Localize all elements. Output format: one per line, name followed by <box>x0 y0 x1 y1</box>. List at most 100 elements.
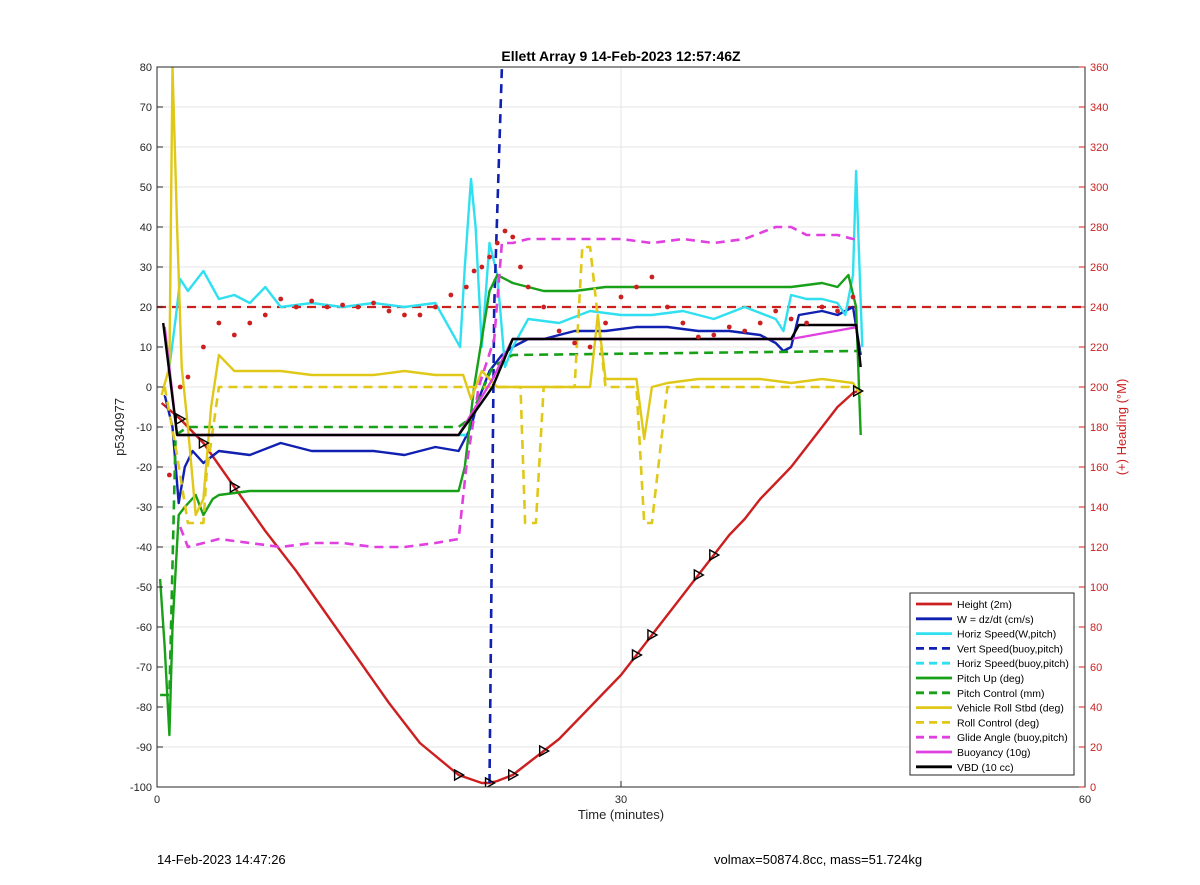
y-tick-label-left: 40 <box>140 222 152 234</box>
y-tick-label-left: -80 <box>136 702 152 714</box>
legend-label-0: Height (2m) <box>957 599 1012 611</box>
heading-point <box>556 328 562 334</box>
heading-point <box>788 316 794 322</box>
heading-point <box>804 320 809 326</box>
y-tick-label-left: -90 <box>136 742 152 754</box>
height-marker <box>453 768 466 782</box>
y-tick-label-right: 320 <box>1090 142 1108 154</box>
heading-point <box>247 320 253 326</box>
series-line-5 <box>158 273 862 737</box>
y-tick-label-left: 70 <box>140 102 152 114</box>
height-marker <box>198 436 210 450</box>
y-tick-label-right: 220 <box>1090 342 1108 354</box>
y-tick-label-right: 100 <box>1090 582 1108 594</box>
series-line-0 <box>160 389 859 785</box>
y-tick-label-right: 340 <box>1090 102 1108 114</box>
heading-point <box>262 312 268 318</box>
series-line-8 <box>163 245 853 525</box>
heading-point <box>757 320 763 326</box>
footer-timestamp: 14-Feb-2023 14:47:26 <box>157 852 286 867</box>
heading-point <box>417 312 423 318</box>
heading-point <box>773 308 779 314</box>
heading-point <box>618 294 624 300</box>
height-marker <box>538 744 551 758</box>
heading-point <box>518 264 523 270</box>
y-tick-label-right: 60 <box>1090 662 1102 674</box>
heading-point <box>448 292 454 298</box>
legend-label-1: W = dz/dt (cm/s) <box>957 614 1034 626</box>
y-tick-label-right: 120 <box>1090 542 1108 554</box>
heading-point <box>695 334 701 340</box>
x-axis-label: Time (minutes) <box>578 807 664 822</box>
heading-point <box>502 228 508 234</box>
legend-label-4: Horiz Speed(buoy,pitch) <box>957 658 1069 670</box>
heading-point <box>726 324 732 330</box>
y-tick-label-left: 80 <box>140 62 152 74</box>
heading-point <box>479 264 485 270</box>
heading-point <box>525 284 531 290</box>
heading-point <box>819 304 825 310</box>
x-tick-label: 0 <box>154 794 160 806</box>
heading-point <box>634 284 639 290</box>
legend-label-5: Pitch Up (deg) <box>957 673 1024 685</box>
y-tick-label-left: -60 <box>136 622 152 634</box>
series-layer <box>157 67 1085 785</box>
y-tick-label-right: 40 <box>1090 702 1102 714</box>
heading-point <box>711 332 717 338</box>
height-marker <box>693 568 705 582</box>
ticks: -100-90-80-70-60-50-40-30-20-10010203040… <box>130 62 1108 806</box>
series-line-11 <box>162 322 862 437</box>
legend-label-2: Horiz Speed(W,pitch) <box>957 629 1056 641</box>
y-tick-label-right: 280 <box>1090 222 1108 234</box>
y-tick-label-left: -20 <box>136 462 152 474</box>
heading-point <box>309 298 315 304</box>
heading-point <box>166 472 172 478</box>
heading-point <box>231 332 237 338</box>
y-tick-label-right: 80 <box>1090 622 1102 634</box>
heading-point <box>835 308 840 314</box>
y-axis-label-right: (+) Heading (°M) <box>1114 379 1129 476</box>
legend-items: Height (2m) W = dz/dt (cm/s) Horiz Speed(W… <box>916 599 1069 774</box>
heading-point <box>463 284 469 290</box>
series-line-3 <box>488 67 504 784</box>
y-tick-label-right: 140 <box>1090 502 1108 514</box>
legend: Height (2m) W = dz/dt (cm/s) Horiz Speed(W… <box>909 592 1075 776</box>
y-tick-label-left: 20 <box>140 302 152 314</box>
series-line-7 <box>160 67 862 517</box>
y-tick-label-right: 240 <box>1090 302 1108 314</box>
y-tick-label-right: 20 <box>1090 742 1102 754</box>
height-marker <box>229 480 241 494</box>
heading-point <box>587 344 593 350</box>
y-tick-label-left: -40 <box>136 542 152 554</box>
height-marker <box>484 776 496 787</box>
heading-point <box>680 320 686 326</box>
heading-point <box>185 374 191 380</box>
heading-point <box>340 302 345 308</box>
y-tick-label-left: -70 <box>136 662 152 674</box>
y-tick-label-right: 360 <box>1090 62 1108 74</box>
marker-layer <box>166 228 865 787</box>
legend-label-6: Pitch Control (mm) <box>957 688 1045 700</box>
y-tick-label-left: 0 <box>146 382 152 394</box>
series-line-6 <box>160 349 861 697</box>
y-tick-label-left: -100 <box>130 782 152 794</box>
height-marker <box>647 628 659 642</box>
heading-point <box>471 268 477 274</box>
legend-box <box>909 592 1075 776</box>
heading-point <box>278 296 284 302</box>
y-tick-label-left: -30 <box>136 502 152 514</box>
heading-point <box>487 254 492 260</box>
height-marker <box>175 412 187 426</box>
y-tick-label-left: 10 <box>140 342 152 354</box>
y-tick-label-left: 30 <box>140 262 152 274</box>
heading-point <box>386 308 392 314</box>
footer-volmax-mass: volmax=50874.8cc, mass=51.724kg <box>714 852 923 867</box>
heading-point <box>603 320 608 326</box>
height-marker <box>631 648 643 662</box>
heading-point <box>371 300 376 306</box>
y-tick-label-right: 200 <box>1090 382 1108 394</box>
y-axis-label-left: p5340977 <box>112 398 127 456</box>
heading-point <box>850 294 856 300</box>
height-marker <box>508 768 520 782</box>
legend-label-11: VBD (10 cc) <box>957 762 1014 774</box>
